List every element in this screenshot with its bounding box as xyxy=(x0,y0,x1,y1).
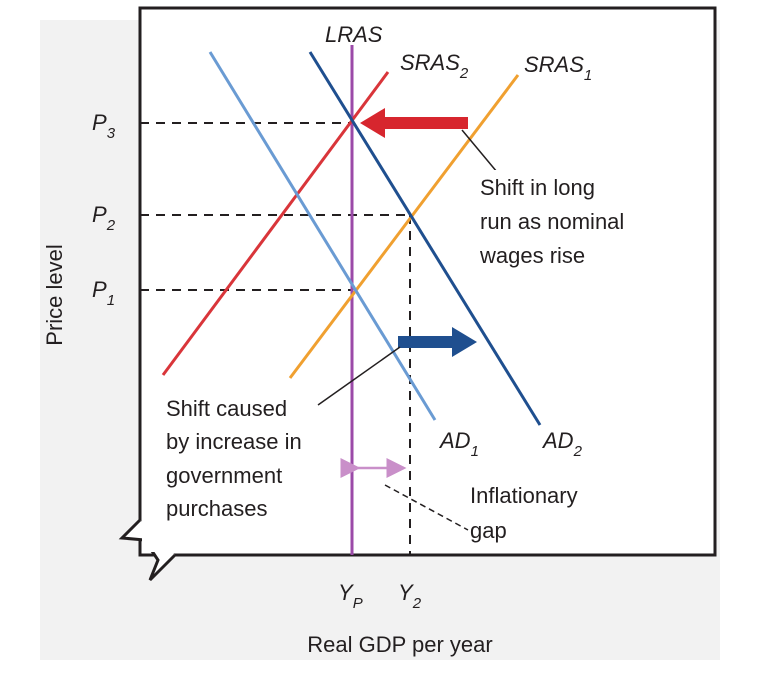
annotation-line: Inflationary xyxy=(470,483,578,508)
annotation-line: government xyxy=(166,463,282,488)
annotation-line: by increase in xyxy=(166,429,302,454)
x-axis-title: Real GDP per year xyxy=(307,632,492,657)
ad2-label: AD2 xyxy=(541,428,583,460)
sras1-label: SRAS1 xyxy=(524,52,592,84)
sras2-line xyxy=(161,71,390,376)
leader-demand xyxy=(317,346,401,406)
p1-label: P1 xyxy=(92,277,115,309)
annotation-line: gap xyxy=(470,518,507,543)
sras2-label: SRAS2 xyxy=(400,50,469,82)
ad1-line xyxy=(208,51,437,421)
annotation-bg xyxy=(476,170,671,270)
ad2-line xyxy=(308,51,542,426)
srs-shift-arrow xyxy=(360,108,468,138)
annotation-line: run as nominal xyxy=(480,209,624,234)
y2-label: Y2 xyxy=(398,580,422,612)
lras-label: LRAS xyxy=(325,22,383,47)
leader-long-run xyxy=(461,129,498,173)
sras1-line xyxy=(288,74,520,379)
frame xyxy=(138,6,717,557)
annotation-line: purchases xyxy=(166,496,268,521)
annotation-line: wages rise xyxy=(479,243,585,268)
ad1-label: AD1 xyxy=(438,428,479,460)
annotation-line: Shift caused xyxy=(166,396,287,421)
ad-shift-arrow xyxy=(398,327,477,357)
yp-label: YP xyxy=(338,580,363,612)
y-axis-title: Price level xyxy=(42,244,67,345)
leader-gap xyxy=(384,484,469,531)
p3-label: P3 xyxy=(92,110,116,142)
annotation-line: Shift in long xyxy=(480,175,595,200)
axis-break-mask xyxy=(142,530,162,552)
p2-label: P2 xyxy=(92,202,116,234)
